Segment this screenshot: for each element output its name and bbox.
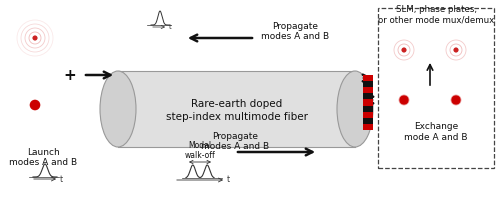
Text: Propagate
modes A and B: Propagate modes A and B xyxy=(201,132,269,151)
Circle shape xyxy=(452,96,460,104)
Ellipse shape xyxy=(337,71,373,147)
Bar xyxy=(363,99,373,106)
Text: SLM, phase plates,
or other mode mux/demux: SLM, phase plates, or other mode mux/dem… xyxy=(378,5,494,24)
Bar xyxy=(363,81,373,87)
Bar xyxy=(363,124,373,130)
Bar xyxy=(363,87,373,93)
Text: Exchange
mode A and B: Exchange mode A and B xyxy=(404,122,468,142)
Text: Rare-earth doped: Rare-earth doped xyxy=(191,99,282,109)
Circle shape xyxy=(30,100,40,110)
Bar xyxy=(363,106,373,112)
Circle shape xyxy=(33,36,37,40)
Text: +: + xyxy=(64,68,76,83)
Text: Modal
walk-off: Modal walk-off xyxy=(184,141,216,160)
Bar xyxy=(363,75,373,81)
Text: t: t xyxy=(60,175,63,183)
Text: t: t xyxy=(227,176,230,185)
Bar xyxy=(378,8,494,168)
Bar xyxy=(363,112,373,118)
Bar xyxy=(363,118,373,124)
Text: t: t xyxy=(169,24,172,30)
Text: Launch
modes A and B: Launch modes A and B xyxy=(9,148,77,167)
Bar xyxy=(118,71,355,147)
Circle shape xyxy=(402,48,406,52)
Text: step-index multimode fiber: step-index multimode fiber xyxy=(166,112,308,122)
Circle shape xyxy=(454,48,458,52)
Circle shape xyxy=(400,96,408,104)
Bar xyxy=(363,93,373,99)
Ellipse shape xyxy=(100,71,136,147)
Text: Propagate
modes A and B: Propagate modes A and B xyxy=(261,22,329,41)
